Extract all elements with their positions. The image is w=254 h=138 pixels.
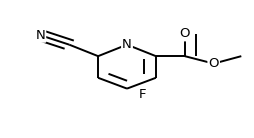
Text: N: N — [36, 29, 45, 42]
Text: N: N — [122, 38, 132, 51]
Text: O: O — [209, 57, 219, 70]
Text: O: O — [180, 27, 190, 40]
Text: F: F — [138, 87, 146, 100]
